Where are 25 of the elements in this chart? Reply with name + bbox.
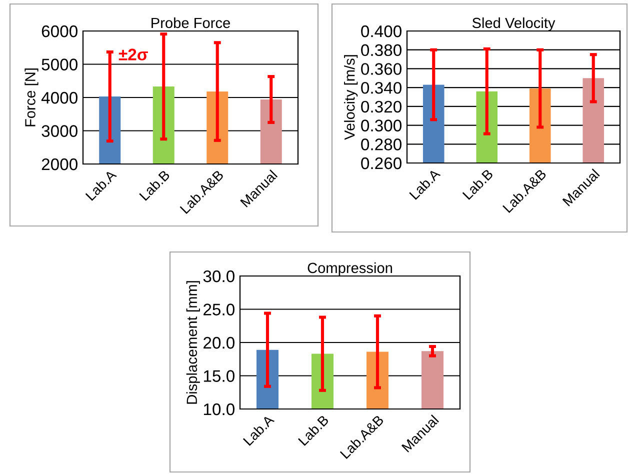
chart-title: Sled Velocity [472,17,556,31]
y-tick-label: 0.320 [361,100,402,113]
y-tick-label: 10.0 [204,403,234,416]
y-tick-label: 15.0 [204,370,234,382]
y-tick-label: 25.0 [204,304,234,316]
chart-title: Compression [308,262,392,276]
y-tick-label: 2000 [42,158,78,170]
y-axis-title: Force [N] [24,68,38,126]
y-tick-label: 0.360 [361,63,402,75]
y-tick-label: 0.260 [361,157,402,170]
y-tick-label: 0.400 [361,25,402,38]
chart-title: Probe Force [152,17,230,28]
y-tick-label: 5000 [42,58,78,70]
annotation: ±2σ [118,48,148,60]
y-tick-label: 4000 [41,92,78,104]
y-tick-label: 0.380 [361,44,402,56]
y-tick-label: 0.280 [361,138,402,150]
y-tick-label: 3000 [42,125,78,137]
y-tick-label: 0.300 [361,120,402,132]
y-axis-title: Displacement [mm] [186,281,200,404]
y-tick-label: 6000 [42,25,78,38]
y-tick-label: 20.0 [204,336,234,349]
y-axis-title: Velocity [m/s] [344,55,358,140]
y-tick-label: 0.340 [361,82,402,94]
y-tick-label: 30.0 [203,270,234,282]
